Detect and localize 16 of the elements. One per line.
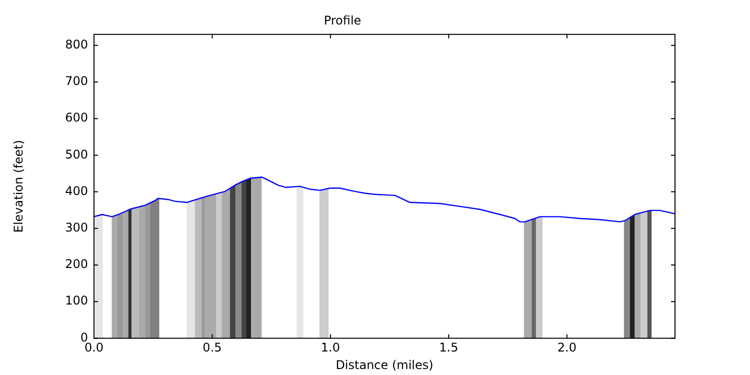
y-tick-label: 500 xyxy=(65,147,88,162)
y-tick-label: 400 xyxy=(65,184,88,198)
y-axis-title: Elevation (feet) xyxy=(11,140,26,233)
y-tick-label: 800 xyxy=(65,38,88,52)
x-tick-label: 2.0 xyxy=(557,340,576,355)
chart-title: Profile xyxy=(324,13,362,28)
y-tick-label: 700 xyxy=(65,74,88,88)
x-tick-label: 0.5 xyxy=(202,340,222,355)
x-axis-title: Distance (miles) xyxy=(336,358,434,372)
y-tick-label: 600 xyxy=(65,110,88,125)
y-tick-label: 200 xyxy=(65,257,88,272)
x-tick-label: 0.0 xyxy=(84,340,104,355)
x-tick-label: 1.5 xyxy=(439,340,458,355)
y-tick-label: 100 xyxy=(65,294,88,308)
x-tick-label: 1.0 xyxy=(320,340,340,355)
y-tick-label: 300 xyxy=(65,220,88,235)
